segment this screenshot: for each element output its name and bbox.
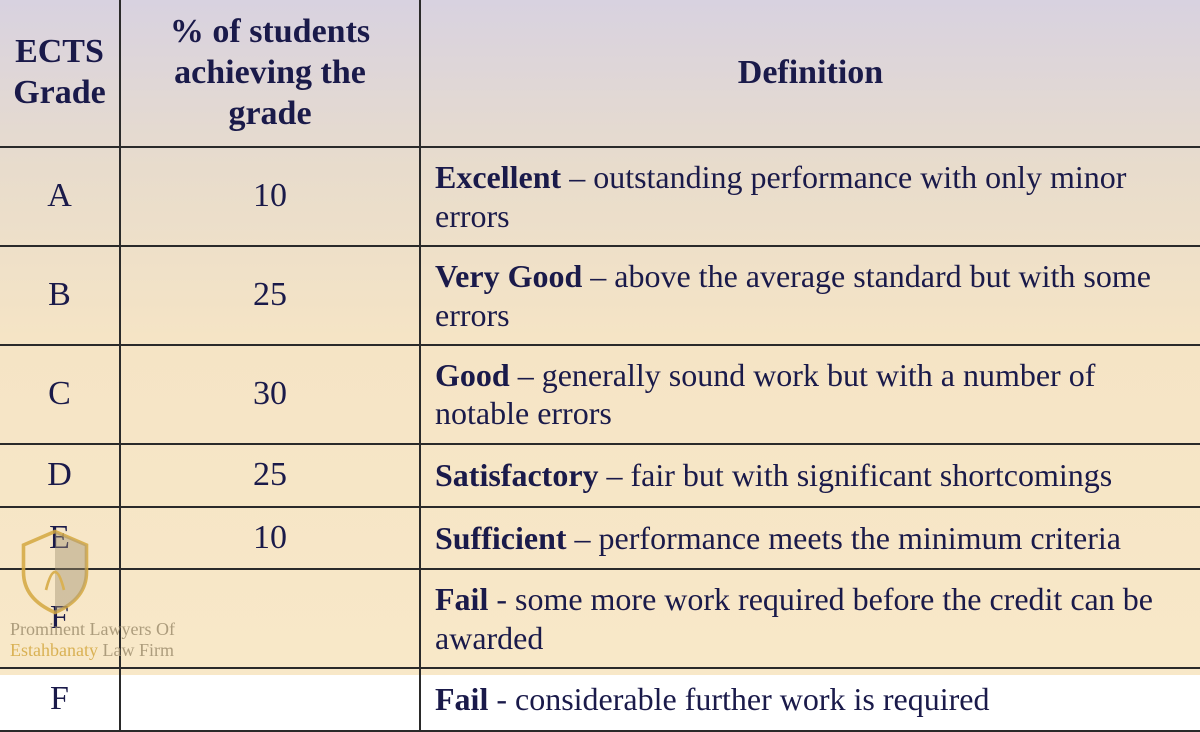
header-percent-l1: % of students [170,13,370,50]
definition-text: – performance meets the minimum criteria [567,520,1121,556]
ects-table-container: ECTS Grade % of students achieving the g… [0,0,1200,675]
cell-percent: 10 [120,147,420,246]
shield-logo-icon [10,527,100,617]
cell-definition: Fail - considerable further work is requ… [420,668,1200,731]
table-body: A10Excellent – outstanding performance w… [0,147,1200,731]
header-grade-l1: ECTS [15,33,104,70]
definition-term: Sufficient [435,520,567,556]
watermark-line1: Prominent Lawyers Of [10,619,175,640]
cell-percent: 25 [120,444,420,507]
table-row: F Fail - considerable further work is req… [0,668,1200,731]
header-definition: Definition [420,0,1200,147]
table-row: A10Excellent – outstanding performance w… [0,147,1200,246]
watermark-line2: Estahbanaty Law Firm [10,640,175,661]
cell-definition: Sufficient – performance meets the minim… [420,507,1200,570]
table-row: D25Satisfactory – fair but with signific… [0,444,1200,507]
ects-grade-table: ECTS Grade % of students achieving the g… [0,0,1200,732]
definition-text: – generally sound work but with a number… [435,357,1095,431]
cell-grade: C [0,345,120,444]
table-row: C30Good – generally sound work but with … [0,345,1200,444]
cell-percent [120,668,420,731]
cell-percent: 25 [120,246,420,345]
watermark-accent: Estahbanaty [10,640,98,660]
cell-grade: D [0,444,120,507]
definition-text: - some more work required before the cre… [435,581,1153,655]
header-percent: % of students achieving the grade [120,0,420,147]
header-percent-l2: achieving the grade [174,54,366,132]
cell-grade: F [0,668,120,731]
cell-percent: 30 [120,345,420,444]
cell-definition: Good – generally sound work but with a n… [420,345,1200,444]
table-header-row: ECTS Grade % of students achieving the g… [0,0,1200,147]
definition-text: - considerable further work is required [488,681,989,717]
cell-definition: Excellent – outstanding performance with… [420,147,1200,246]
cell-grade: A [0,147,120,246]
definition-term: Very Good [435,258,582,294]
cell-definition: Very Good – above the average standard b… [420,246,1200,345]
cell-grade: B [0,246,120,345]
definition-term: Fail [435,581,488,617]
table-row: FFail - some more work required before t… [0,569,1200,668]
watermark: Prominent Lawyers Of Estahbanaty Law Fir… [10,527,175,661]
definition-text: – fair but with significant shortcomings [599,457,1113,493]
table-row: E10Sufficient – performance meets the mi… [0,507,1200,570]
cell-definition: Satisfactory – fair but with significant… [420,444,1200,507]
definition-term: Good [435,357,510,393]
cell-definition: Fail - some more work required before th… [420,569,1200,668]
header-grade-l2: Grade [13,74,106,111]
definition-term: Excellent [435,159,561,195]
table-row: B25Very Good – above the average standar… [0,246,1200,345]
definition-term: Satisfactory [435,457,599,493]
header-grade: ECTS Grade [0,0,120,147]
definition-term: Fail [435,681,488,717]
watermark-rest: Law Firm [98,640,174,660]
